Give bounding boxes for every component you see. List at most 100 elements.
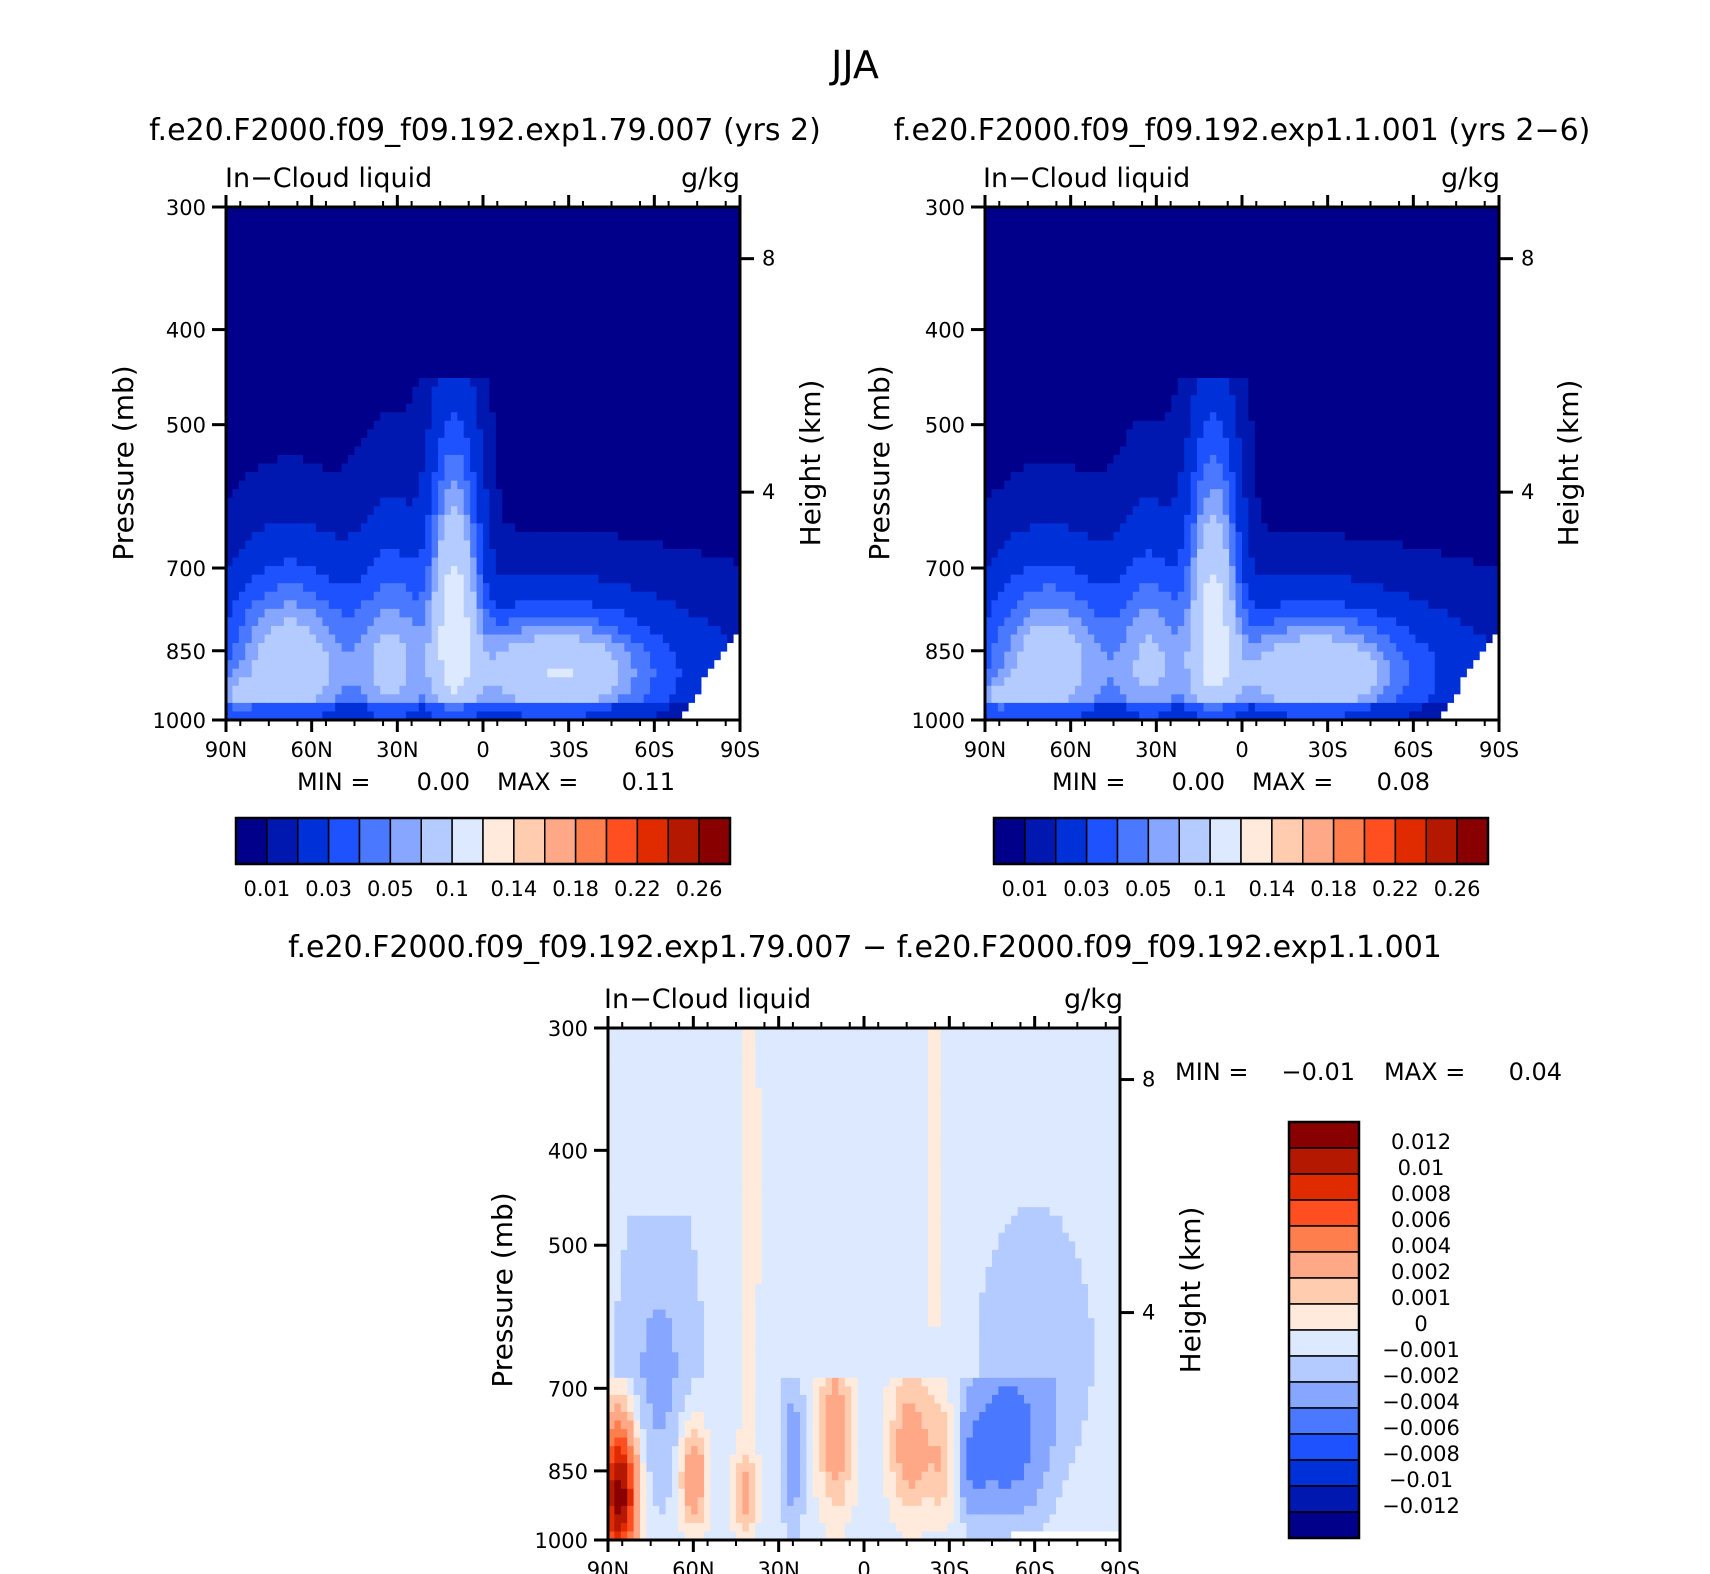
field-cell — [457, 249, 465, 259]
field-cell — [309, 343, 317, 353]
field-cell — [348, 506, 356, 516]
field-cell — [637, 685, 645, 695]
field-cell — [264, 497, 272, 507]
field-cell — [483, 591, 491, 601]
field-cell — [238, 497, 246, 507]
field-cell — [418, 249, 426, 259]
field-cell — [579, 463, 587, 473]
field-cell — [322, 625, 330, 636]
field-cell — [354, 574, 362, 584]
field-cell — [258, 446, 266, 456]
field-cell — [335, 266, 343, 276]
field-cell — [367, 643, 375, 653]
field-cell — [527, 352, 535, 362]
field-cell — [662, 506, 670, 516]
field-cell — [682, 608, 690, 618]
field-cell — [283, 583, 291, 593]
field-cell — [502, 378, 510, 388]
field-cell — [303, 454, 311, 465]
field-cell — [303, 352, 311, 362]
field-cell — [431, 395, 439, 405]
field-cell — [1209, 207, 1217, 217]
field-cell — [611, 711, 619, 720]
field-cell — [238, 207, 246, 217]
field-cell — [483, 386, 491, 396]
field-cell — [354, 514, 362, 524]
field-cell — [232, 352, 240, 362]
field-cell — [470, 241, 478, 251]
field-cell — [592, 643, 600, 653]
field-cell — [733, 309, 740, 319]
field-cell — [547, 685, 555, 695]
field-cell — [624, 472, 632, 482]
field-cell — [695, 454, 703, 465]
field-cell — [380, 429, 388, 439]
field-cell — [367, 677, 375, 687]
field-cell — [425, 412, 433, 422]
field-cell — [444, 711, 452, 720]
field-cell — [605, 506, 613, 516]
field-cell — [521, 412, 529, 422]
field-cell — [386, 617, 394, 627]
field-cell — [264, 437, 272, 447]
field-cell — [251, 386, 259, 396]
field-cell — [727, 283, 735, 294]
field-cell — [232, 369, 240, 379]
field-cell — [605, 429, 613, 439]
field-cell — [238, 625, 246, 636]
field-cell — [303, 232, 311, 242]
field-cell — [335, 694, 343, 704]
field-cell — [637, 275, 645, 285]
field-cell — [566, 420, 574, 430]
field-cell — [617, 549, 625, 559]
field-cell — [489, 437, 497, 447]
panel-1-min-value: 0.00 — [417, 768, 470, 796]
field-cell — [341, 403, 349, 413]
field-cell — [688, 600, 696, 610]
field-cell — [617, 309, 625, 319]
field-cell — [662, 207, 670, 217]
field-cell — [611, 318, 619, 328]
field-cell — [354, 591, 362, 601]
field-cell — [592, 463, 600, 473]
field-cell — [418, 412, 426, 422]
field-cell — [566, 454, 574, 465]
field-cell — [315, 600, 323, 610]
field-cell — [238, 318, 246, 328]
field-cell — [701, 378, 709, 388]
field-cell — [707, 369, 715, 379]
field-cell — [695, 660, 703, 670]
field-cell — [438, 711, 446, 720]
field-cell — [527, 660, 535, 670]
field-cell — [495, 232, 503, 242]
field-cell — [617, 634, 625, 644]
field-cell — [572, 694, 580, 704]
field-cell — [502, 454, 510, 465]
field-cell — [296, 557, 304, 567]
field-cell — [598, 617, 606, 627]
field-cell — [393, 583, 401, 593]
field-cell — [527, 232, 535, 242]
field-cell — [650, 651, 658, 661]
field-cell — [714, 224, 722, 234]
field-cell — [399, 429, 407, 439]
field-cell — [720, 574, 728, 584]
field-cell — [605, 378, 613, 388]
field-cell — [521, 420, 529, 430]
field-cell — [405, 352, 413, 362]
field-cell — [277, 523, 285, 533]
field-cell — [348, 694, 356, 704]
field-cell — [605, 318, 613, 328]
field-cell — [470, 446, 478, 456]
field-cell — [373, 480, 381, 490]
field-cell — [643, 583, 651, 593]
field-cell — [669, 497, 677, 507]
field-cell — [303, 283, 311, 294]
field-cell — [360, 514, 368, 524]
field-cell — [714, 685, 722, 695]
field-cell — [733, 258, 740, 268]
field-cell — [560, 600, 568, 610]
field-cell — [585, 711, 593, 720]
field-cell — [617, 625, 625, 636]
field-cell — [264, 617, 272, 627]
